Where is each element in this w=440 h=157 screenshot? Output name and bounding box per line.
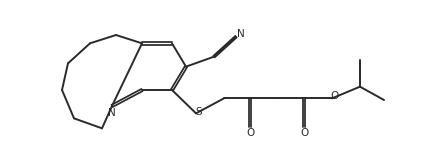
Text: O: O: [246, 128, 254, 138]
Text: S: S: [196, 107, 202, 117]
Text: O: O: [300, 128, 308, 138]
Text: N: N: [237, 29, 244, 39]
Text: N: N: [108, 108, 116, 119]
Text: O: O: [330, 91, 339, 101]
